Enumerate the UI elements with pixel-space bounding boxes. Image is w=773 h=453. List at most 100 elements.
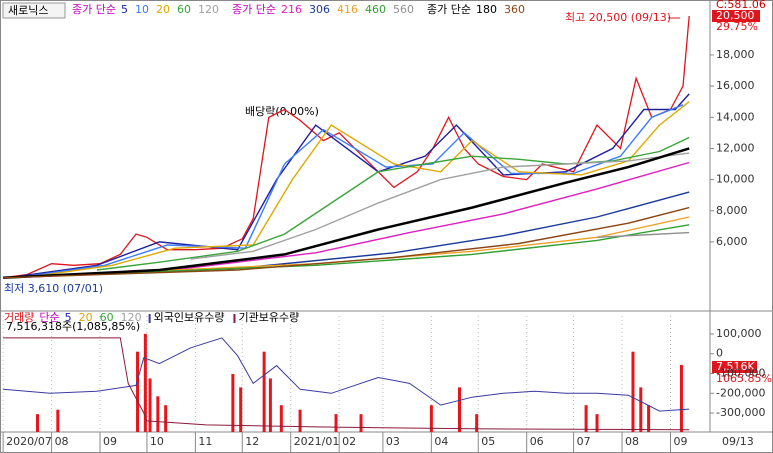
volume-bar [56, 409, 60, 432]
low-annotation: 최저 3,610 (07/01) [4, 282, 103, 295]
x-tick-label: 03 [386, 435, 400, 448]
legend-entry: 216 [281, 3, 302, 16]
legend-entry: 416 [337, 3, 358, 16]
legend-entry: 5 [121, 3, 128, 16]
ma-line [190, 152, 690, 260]
volume-bar [429, 405, 433, 432]
ma-line [3, 147, 690, 280]
volume-ratio: 1065.85% [716, 372, 772, 385]
volume-bar [268, 378, 272, 432]
y-tick-label: -200,000 [716, 386, 765, 399]
x-tick-label: 02 [342, 435, 356, 448]
last-volume-box [712, 361, 757, 373]
legend-entry: 60 [177, 3, 191, 16]
volume-bar [631, 351, 635, 432]
legend-period: 5 [65, 311, 72, 324]
y-tick-label: 14,000 [716, 110, 755, 123]
legend-swatch [148, 314, 151, 323]
end-date: 09/13 [722, 435, 754, 448]
volume-bar [334, 414, 338, 432]
volume-bar [639, 387, 643, 432]
legend-entry: 560 [393, 3, 414, 16]
ma-line [3, 216, 690, 279]
volume-bar [136, 351, 140, 432]
volume-bar [457, 387, 461, 432]
volume-bar [36, 414, 40, 432]
legend-entry: 기관보유수량 [238, 311, 299, 324]
x-tick-label: 09 [103, 435, 117, 448]
x-tick-label: 2021/01 [294, 435, 340, 448]
legend-prefix: 단순 [39, 311, 59, 324]
legend-entry: 외국인보유수량 [154, 311, 225, 324]
volume-bar [279, 405, 283, 432]
volume-bar [679, 364, 683, 432]
y-tick-label: 16,000 [716, 79, 755, 92]
x-tick-label: 07 [577, 435, 591, 448]
legend-prefix: 종가 단순 [427, 3, 471, 16]
last-volume: 7,516K [716, 360, 755, 373]
legend-entry: 460 [365, 3, 386, 16]
x-tick-label: 09 [673, 435, 687, 448]
volume-bar [143, 333, 147, 432]
change: 29.75% [716, 20, 758, 33]
volume-bar [595, 414, 599, 432]
ex-dividend: 배당락(0.00%) [245, 105, 319, 118]
ma-line [96, 136, 690, 271]
y-tick-label: -100,000 [716, 367, 765, 380]
volume-bar [164, 405, 168, 432]
x-tick-label: 10 [150, 435, 164, 448]
volume-bar [298, 409, 302, 432]
last-price-box [712, 10, 760, 22]
y-tick-label: 100,000 [716, 327, 762, 340]
legend-entry: 거래량 [4, 311, 34, 324]
legend-entry: 120 [198, 3, 219, 16]
index-label: C:581.06 [716, 0, 766, 11]
volume-bar [584, 405, 588, 432]
x-tick-label: 11 [198, 435, 212, 448]
legend-period: 60 [100, 311, 114, 324]
legend-entry: 180 [476, 3, 497, 16]
legend-entry: 20 [156, 3, 170, 16]
volume-bar [475, 414, 479, 432]
legend-prefix: 종가 단순 [232, 3, 276, 16]
legend-swatch [233, 314, 236, 323]
y-tick-label: 18,000 [716, 48, 755, 61]
holding-line [3, 337, 690, 412]
volume-bar [148, 378, 152, 432]
x-tick-label: 08 [55, 435, 69, 448]
ma-line [34, 101, 690, 277]
volume-bar [156, 396, 160, 432]
volume-total: 7,516,318주(1,085,85%) [6, 320, 140, 333]
y-tick-label: 8,000 [716, 204, 748, 217]
y-tick-label: 10,000 [716, 173, 755, 186]
ma-line [3, 206, 690, 279]
symbol-box[interactable] [2, 2, 66, 19]
ma-line [18, 93, 690, 277]
legend-entry: 10 [135, 3, 149, 16]
y-tick-label: -300,000 [716, 406, 765, 419]
ma-line [596, 231, 690, 238]
x-tick-label: 08 [625, 435, 639, 448]
last-price: 20,500 [716, 9, 755, 22]
y-tick-label: 6,000 [716, 235, 748, 248]
legend-entry: 306 [309, 3, 330, 16]
volume-bar [262, 351, 266, 432]
high-annotation: 최고 20,500 (09/13) [565, 11, 671, 24]
ma-line [26, 104, 684, 277]
y-tick-label: 12,000 [716, 141, 755, 154]
volume-bar [359, 414, 363, 432]
legend-period: 120 [121, 311, 142, 324]
legend-period: 20 [79, 311, 93, 324]
x-tick-label: 2020/07 [6, 435, 52, 448]
x-tick-label: 05 [481, 435, 495, 448]
y-tick-label: 0 [716, 347, 723, 360]
x-tick-label: 12 [245, 435, 259, 448]
volume-bar [231, 374, 235, 432]
x-tick-label: 06 [530, 435, 544, 448]
volume-bar [647, 405, 651, 432]
volume-bar [239, 387, 243, 432]
legend-entry: 360 [504, 3, 525, 16]
symbol-name: 새로닉스 [8, 4, 48, 17]
x-tick-label: 04 [434, 435, 448, 448]
legend-prefix: 종가 단순 [72, 3, 116, 16]
